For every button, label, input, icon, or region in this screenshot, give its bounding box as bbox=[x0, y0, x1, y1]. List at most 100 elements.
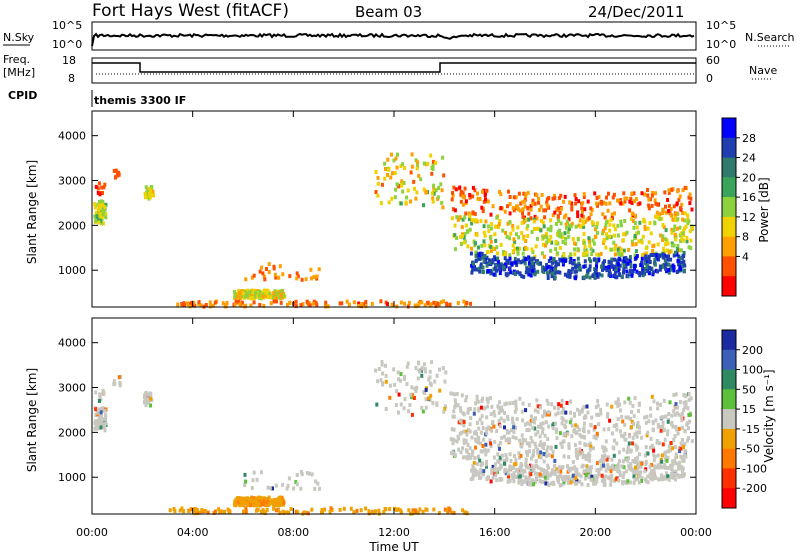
heatmap-cell bbox=[97, 423, 101, 428]
heatmap-cell bbox=[180, 506, 184, 511]
heatmap-cell bbox=[375, 402, 379, 407]
heatmap-cell bbox=[680, 202, 684, 207]
heatmap-cell bbox=[550, 470, 554, 475]
heatmap-cell bbox=[610, 404, 614, 409]
heatmap-cell bbox=[528, 480, 532, 485]
heatmap-cell bbox=[670, 213, 674, 218]
heatmap-cell bbox=[681, 231, 685, 236]
heatmap-cell bbox=[416, 164, 419, 169]
heatmap-cell bbox=[469, 301, 473, 306]
heatmap-cell bbox=[504, 453, 508, 458]
heatmap-cell bbox=[676, 473, 680, 478]
heatmap-cell bbox=[526, 453, 529, 458]
heatmap-cell bbox=[574, 201, 578, 206]
heatmap-cell bbox=[580, 206, 584, 211]
heatmap-cell bbox=[541, 468, 545, 473]
heatmap-cell bbox=[102, 185, 106, 190]
heatmap-cell bbox=[499, 440, 503, 445]
heatmap-cell bbox=[616, 417, 620, 422]
heatmap-cell bbox=[465, 432, 469, 437]
heatmap-cell bbox=[609, 475, 613, 480]
heatmap-cell bbox=[605, 232, 608, 237]
heatmap-cell bbox=[498, 409, 502, 414]
heatmap-cell bbox=[619, 433, 623, 438]
heatmap-cell bbox=[633, 236, 637, 241]
heatmap-cell bbox=[619, 247, 623, 252]
heatmap-cell bbox=[674, 469, 678, 474]
heatmap-cell bbox=[633, 396, 637, 401]
heatmap-cell bbox=[444, 370, 448, 375]
heatmap-cell bbox=[662, 255, 666, 260]
heatmap-cell bbox=[400, 179, 404, 184]
colorbar-tick-label: 100 bbox=[742, 364, 763, 377]
heatmap-cell bbox=[587, 470, 591, 475]
heatmap-cell bbox=[582, 195, 586, 199]
heatmap-cell bbox=[667, 270, 671, 275]
heatmap-cell bbox=[441, 366, 445, 371]
heatmap-cell bbox=[480, 243, 484, 248]
heatmap-cell bbox=[567, 454, 571, 459]
heatmap-cell bbox=[643, 469, 647, 474]
heatmap-cell bbox=[278, 290, 282, 295]
heatmap-cell bbox=[521, 480, 525, 485]
heatmap-cell bbox=[683, 449, 687, 454]
heatmap-cell bbox=[620, 414, 624, 419]
heatmap-cell bbox=[452, 511, 456, 515]
heatmap-cell bbox=[364, 300, 368, 304]
heatmap-cell bbox=[453, 405, 457, 409]
heatmap-cell bbox=[541, 479, 545, 484]
heatmap-cell bbox=[320, 510, 323, 515]
heatmap-cell bbox=[683, 428, 687, 433]
heatmap-cell bbox=[514, 260, 518, 265]
heatmap-cell bbox=[567, 474, 571, 479]
heatmap-cell bbox=[499, 416, 503, 421]
heatmap-cell bbox=[405, 195, 409, 200]
heatmap-cell bbox=[575, 269, 578, 274]
heatmap-cell bbox=[101, 408, 105, 413]
heatmap-cell bbox=[529, 463, 532, 468]
heatmap-cell bbox=[635, 269, 639, 274]
heatmap-cell bbox=[495, 478, 499, 483]
heatmap-cell bbox=[503, 256, 507, 261]
heatmap-cell bbox=[524, 270, 528, 275]
heatmap-cell bbox=[296, 274, 300, 279]
heatmap-cell bbox=[103, 423, 107, 428]
heatmap-cell bbox=[587, 457, 591, 462]
heatmap-cell bbox=[673, 472, 676, 477]
heatmap-cell bbox=[570, 434, 574, 439]
heatmap-cell bbox=[503, 402, 507, 407]
heatmap-cell bbox=[458, 418, 462, 423]
heatmap-cell bbox=[406, 188, 410, 193]
heatmap-cell bbox=[530, 463, 534, 468]
heatmap-cell bbox=[474, 250, 478, 255]
heatmap-cell bbox=[97, 399, 101, 403]
heatmap-cell bbox=[539, 204, 543, 209]
heatmap-cell bbox=[524, 422, 527, 427]
heatmap-cell bbox=[626, 445, 630, 450]
heatmap-cell bbox=[520, 274, 524, 279]
heatmap-cell bbox=[664, 476, 668, 481]
heatmap-cell bbox=[405, 381, 409, 386]
heatmap-cell bbox=[468, 446, 472, 451]
heatmap-cell bbox=[653, 221, 657, 226]
heatmap-cell bbox=[250, 292, 254, 297]
heatmap-cell bbox=[97, 181, 101, 186]
heatmap-cell bbox=[644, 420, 648, 425]
heatmap-cell bbox=[468, 429, 472, 434]
heatmap-cell bbox=[287, 510, 291, 515]
heatmap-cell bbox=[416, 510, 420, 515]
heatmap-cell bbox=[569, 259, 572, 264]
heatmap-cell bbox=[484, 442, 488, 447]
heatmap-cell bbox=[497, 224, 500, 229]
heatmap-cell bbox=[628, 480, 632, 485]
heatmap-cell bbox=[422, 187, 426, 192]
heatmap-cell bbox=[517, 480, 521, 485]
heatmap-cell bbox=[473, 473, 477, 478]
heatmap-cell bbox=[490, 428, 493, 433]
colorbar-segment bbox=[722, 349, 736, 371]
heatmap-cell bbox=[296, 510, 300, 515]
heatmap-cell bbox=[478, 458, 482, 463]
heatmap-cell bbox=[689, 238, 693, 243]
heatmap-cell bbox=[93, 419, 97, 424]
heatmap-cell bbox=[592, 427, 596, 432]
